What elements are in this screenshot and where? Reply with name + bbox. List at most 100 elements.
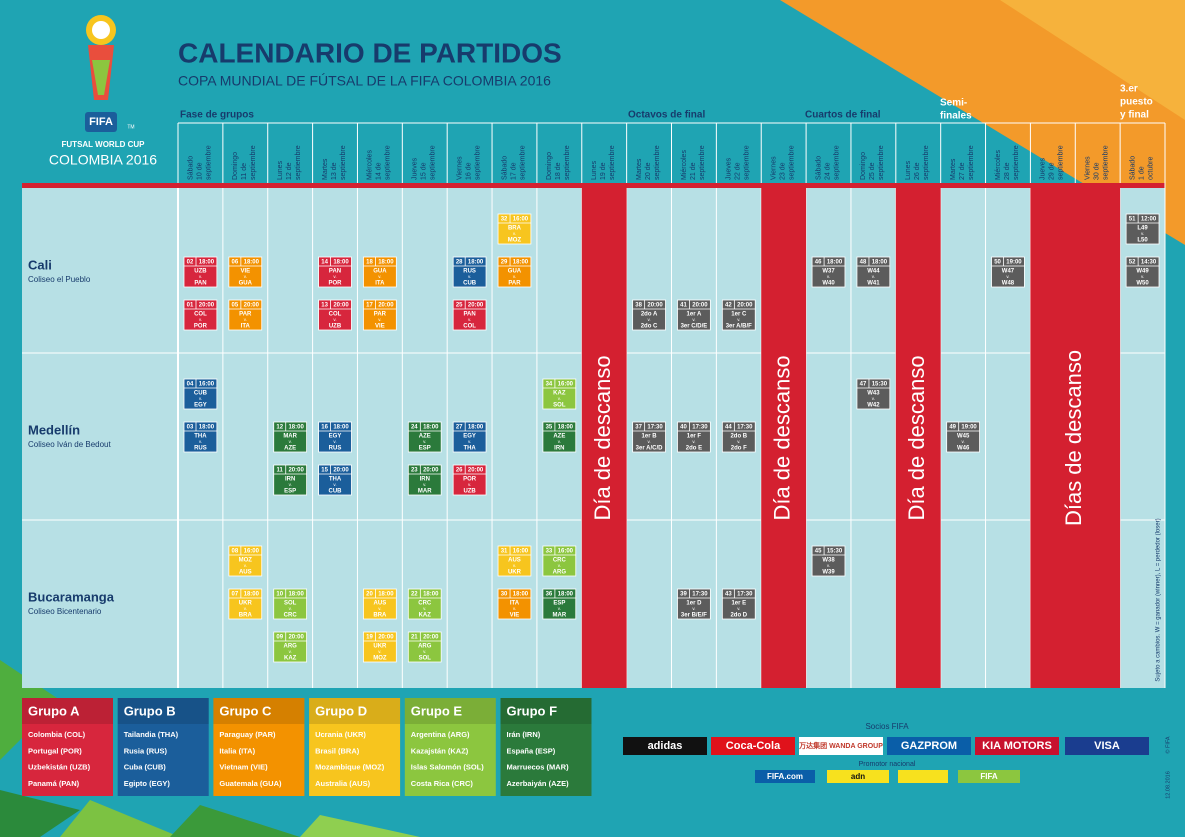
match-card bbox=[273, 588, 307, 620]
group-title: Grupo A bbox=[28, 703, 80, 718]
match-vs: v. bbox=[737, 317, 740, 322]
match-home: THA bbox=[194, 434, 207, 440]
match-time: 18:00 bbox=[558, 425, 574, 431]
day-header: 25 de bbox=[869, 162, 876, 180]
match-away: 2do E bbox=[686, 446, 702, 452]
match-home: PAR bbox=[374, 312, 387, 318]
group-box bbox=[404, 698, 496, 796]
match-time: 18:00 bbox=[513, 260, 529, 266]
match-away: L50 bbox=[1137, 238, 1148, 244]
day-header: Jueves bbox=[726, 157, 733, 180]
match-card bbox=[1125, 256, 1160, 288]
match-card bbox=[183, 378, 218, 410]
day-header: 1 de bbox=[1138, 166, 1145, 180]
match-card bbox=[677, 588, 711, 620]
day-header: Martes bbox=[322, 158, 329, 180]
day-header: Sábado bbox=[1129, 156, 1136, 180]
leaf bbox=[0, 790, 80, 837]
match-time: 17:30 bbox=[692, 425, 708, 431]
match-number: 41 bbox=[680, 303, 687, 309]
match-time: 15:30 bbox=[827, 549, 843, 555]
match-away: RUS bbox=[329, 446, 342, 452]
match-home: GUA bbox=[508, 269, 522, 275]
match-away: POR bbox=[329, 281, 343, 287]
match-home: W37 bbox=[822, 269, 835, 275]
match-away: 3er A/C/D bbox=[636, 446, 663, 452]
day-header: octubre bbox=[1147, 157, 1154, 180]
day-header: Miércoles bbox=[995, 150, 1002, 180]
match-card bbox=[497, 588, 532, 620]
sponsor-name: Coca-Cola bbox=[726, 740, 781, 752]
match-home: L49 bbox=[1137, 226, 1148, 232]
match-away: ARG bbox=[553, 570, 567, 576]
venue-name: Medellín bbox=[28, 422, 80, 437]
match-away: THA bbox=[463, 446, 476, 452]
day-header: 30 de bbox=[1094, 162, 1101, 180]
match-card bbox=[1125, 213, 1160, 245]
match-time: 18:00 bbox=[468, 260, 484, 266]
match-away: SOL bbox=[419, 656, 432, 662]
match-home: AUS bbox=[374, 601, 387, 607]
group-title: Grupo C bbox=[219, 703, 272, 718]
group-title-band bbox=[500, 698, 592, 724]
day-header: Domingo bbox=[860, 152, 867, 180]
match-number: 09 bbox=[276, 635, 283, 641]
group-team: Argentina (ARG) bbox=[411, 730, 470, 739]
match-vs: v. bbox=[244, 563, 247, 568]
day-header: 22 de bbox=[735, 162, 742, 180]
match-card bbox=[721, 588, 756, 620]
match-number: 37 bbox=[635, 425, 642, 431]
match-card bbox=[363, 588, 397, 620]
phase-label: puesto bbox=[1120, 97, 1153, 108]
group-box bbox=[309, 698, 401, 796]
day-header: septiembre bbox=[878, 145, 885, 180]
match-away: EGY bbox=[194, 403, 207, 409]
match-away: UKR bbox=[508, 570, 522, 576]
match-card bbox=[318, 421, 352, 453]
match-card bbox=[677, 299, 711, 331]
match-time: 18:00 bbox=[827, 260, 843, 266]
logo-fifa: FIFA bbox=[89, 116, 113, 128]
match-card bbox=[452, 464, 487, 496]
match-time: 20:00 bbox=[423, 468, 439, 474]
group-title: Grupo F bbox=[507, 703, 558, 718]
sponsor-logo bbox=[887, 737, 971, 755]
match-home: PAN bbox=[463, 312, 475, 318]
match-number: 52 bbox=[1129, 260, 1136, 266]
match-away: KAZ bbox=[284, 656, 297, 662]
match-away: W41 bbox=[867, 281, 880, 287]
match-home: THA bbox=[329, 477, 342, 483]
match-card bbox=[497, 545, 532, 577]
match-vs: v. bbox=[378, 317, 381, 322]
phase-label: finales bbox=[940, 111, 972, 122]
national-label: Promotor nacional bbox=[859, 761, 916, 768]
group-team: Rusia (RUS) bbox=[124, 746, 168, 755]
day-header: Viernes bbox=[1085, 156, 1092, 180]
match-time: 16:00 bbox=[558, 549, 574, 555]
match-number: 48 bbox=[860, 260, 867, 266]
match-home: W44 bbox=[867, 269, 880, 275]
match-number: 43 bbox=[725, 592, 732, 598]
match-away: BRA bbox=[239, 613, 253, 619]
match-number: 15 bbox=[321, 468, 328, 474]
match-vs: v. bbox=[513, 563, 516, 568]
phase-label: Fase de grupos bbox=[180, 110, 254, 121]
match-card bbox=[811, 545, 846, 577]
group-team: Panamá (PAN) bbox=[28, 779, 80, 788]
match-time: 20:00 bbox=[378, 635, 394, 641]
match-home: GUA bbox=[373, 269, 387, 275]
match-vs: v. bbox=[468, 439, 471, 444]
phase-label: y final bbox=[1120, 110, 1149, 121]
group-box bbox=[117, 698, 209, 796]
match-home: 1er A bbox=[687, 312, 702, 318]
sponsor-name: GAZPROM bbox=[901, 740, 957, 752]
group-team: Portugal (POR) bbox=[28, 746, 82, 755]
match-time: 16:00 bbox=[558, 382, 574, 388]
match-vs: v. bbox=[289, 482, 292, 487]
match-time: 20:00 bbox=[423, 635, 439, 641]
match-card bbox=[273, 631, 307, 663]
match-time: 17:30 bbox=[737, 592, 753, 598]
match-number: 30 bbox=[501, 592, 508, 598]
match-number: 49 bbox=[949, 425, 956, 431]
match-number: 42 bbox=[725, 303, 732, 309]
